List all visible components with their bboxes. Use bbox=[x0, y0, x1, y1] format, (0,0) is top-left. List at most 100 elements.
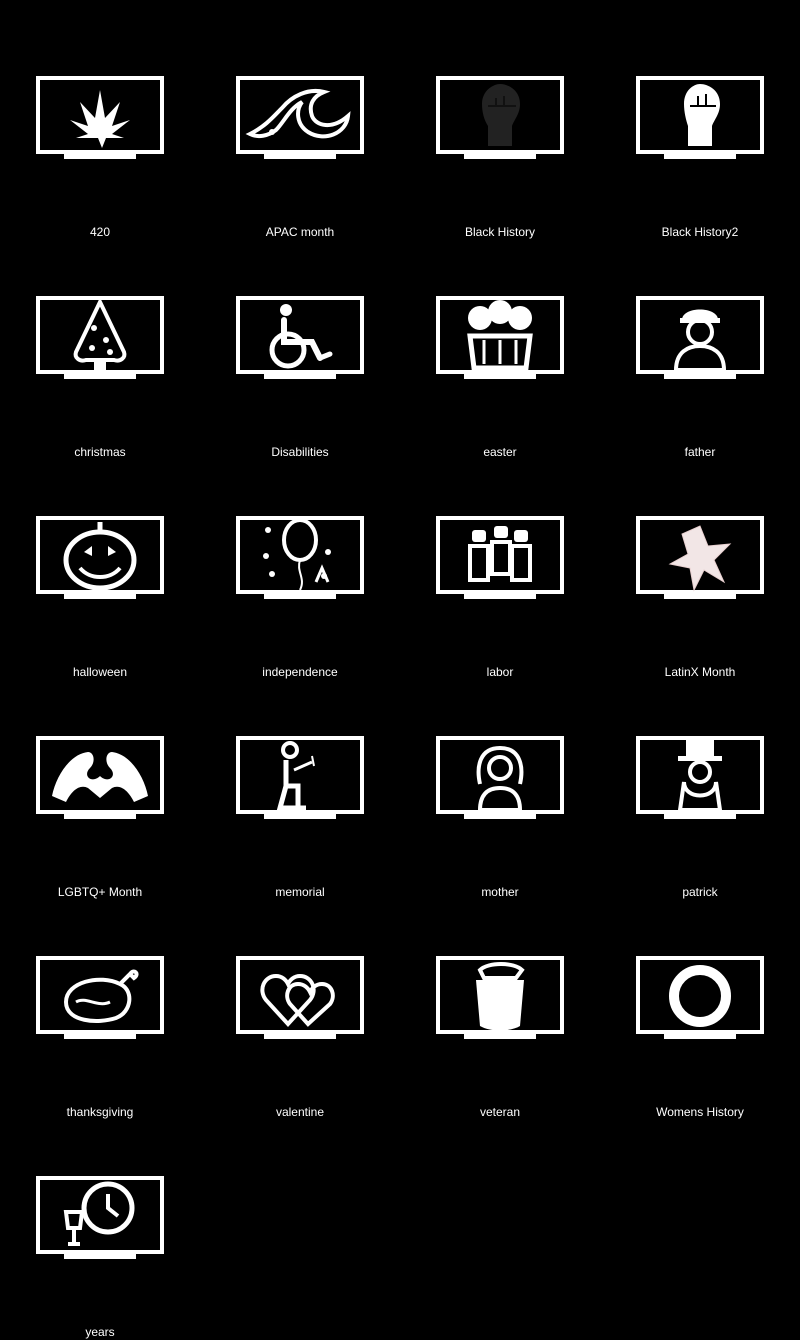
monitor-stand bbox=[464, 1034, 536, 1039]
workers-icon bbox=[436, 516, 564, 599]
icon-label: easter bbox=[483, 445, 517, 459]
icon-label: veteran bbox=[479, 1105, 521, 1119]
icon-label: thanksgiving bbox=[66, 1105, 134, 1119]
icon-label: LGBTQ+ Month bbox=[57, 885, 143, 899]
monitor-stand bbox=[64, 374, 136, 379]
leprechaun-icon bbox=[636, 736, 764, 819]
two-hearts-icon bbox=[236, 956, 364, 1039]
icon-tile[interactable]: halloween bbox=[0, 440, 200, 679]
monitor-stand bbox=[464, 814, 536, 819]
star-figure-icon bbox=[636, 516, 764, 599]
monitor-stand bbox=[64, 594, 136, 599]
raised-fist-icon bbox=[636, 76, 764, 159]
kneeling-soldier-icon bbox=[236, 736, 364, 819]
icon-tile[interactable]: APAC month bbox=[200, 0, 400, 239]
monitor-frame bbox=[236, 736, 364, 814]
icon-label: patrick bbox=[682, 885, 718, 899]
monitor-stand bbox=[264, 594, 336, 599]
monitor-frame bbox=[436, 76, 564, 154]
monitor-frame bbox=[636, 296, 764, 374]
icon-label: labor bbox=[486, 665, 514, 679]
man-with-cap-icon bbox=[636, 296, 764, 379]
icon-label: father bbox=[684, 445, 716, 459]
monitor-stand bbox=[264, 374, 336, 379]
monitor-frame bbox=[436, 296, 564, 374]
monitor-frame bbox=[636, 516, 764, 594]
wave-icon bbox=[236, 76, 364, 159]
icon-tile[interactable]: father bbox=[600, 220, 800, 459]
military-beret-icon bbox=[436, 956, 564, 1039]
monitor-stand bbox=[464, 154, 536, 159]
monitor-frame bbox=[636, 956, 764, 1034]
icon-label: Womens History bbox=[656, 1105, 744, 1119]
monitor-stand bbox=[264, 1034, 336, 1039]
icon-tile[interactable]: patrick bbox=[600, 660, 800, 899]
monitor-frame bbox=[236, 76, 364, 154]
monitor-frame bbox=[436, 516, 564, 594]
monitor-stand bbox=[64, 1034, 136, 1039]
monitor-frame bbox=[36, 736, 164, 814]
icon-label: Black History2 bbox=[661, 225, 739, 239]
roast-turkey-icon bbox=[36, 956, 164, 1039]
heart-hands-icon bbox=[36, 736, 164, 819]
jack-o-lantern-icon bbox=[36, 516, 164, 599]
icon-tile[interactable]: labor bbox=[400, 440, 600, 679]
icon-label: Black History bbox=[464, 225, 535, 239]
monitor-stand bbox=[64, 1254, 136, 1259]
monitor-stand bbox=[64, 814, 136, 819]
icon-tile[interactable]: christmas bbox=[0, 220, 200, 459]
monitor-stand bbox=[664, 814, 736, 819]
monitor-frame bbox=[36, 1176, 164, 1254]
icon-label: christmas bbox=[74, 445, 126, 459]
monitor-frame bbox=[236, 956, 364, 1034]
icon-tile[interactable]: veteran bbox=[400, 880, 600, 1119]
monitor-stand bbox=[464, 594, 536, 599]
monitor-frame bbox=[36, 516, 164, 594]
icon-label: independence bbox=[262, 665, 338, 679]
icon-label: mother bbox=[481, 885, 519, 899]
icon-tile[interactable]: Disabilities bbox=[200, 220, 400, 459]
raised-fist-dark-icon bbox=[436, 76, 564, 159]
easter-basket-icon bbox=[436, 296, 564, 379]
icon-label: valentine bbox=[275, 1105, 325, 1119]
monitor-stand bbox=[264, 814, 336, 819]
fireworks-balloon-icon bbox=[236, 516, 364, 599]
icon-label: 420 bbox=[89, 225, 111, 239]
clock-and-glass-icon bbox=[36, 1176, 164, 1259]
icon-label: halloween bbox=[72, 665, 128, 679]
icon-label: Disabilities bbox=[271, 445, 329, 459]
icon-tile[interactable]: thanksgiving bbox=[0, 880, 200, 1119]
monitor-stand bbox=[664, 154, 736, 159]
monitor-frame bbox=[36, 956, 164, 1034]
monitor-stand bbox=[64, 154, 136, 159]
icon-label: APAC month bbox=[265, 225, 335, 239]
icon-tile[interactable]: years bbox=[0, 1100, 200, 1339]
icon-label: years bbox=[85, 1325, 115, 1339]
icon-tile[interactable]: Black History bbox=[400, 0, 600, 239]
wheelchair-icon bbox=[236, 296, 364, 379]
icon-tile[interactable]: Black History2 bbox=[600, 0, 800, 239]
icon-tile[interactable]: memorial bbox=[200, 660, 400, 899]
icon-label: memorial bbox=[275, 885, 325, 899]
icon-tile[interactable]: LGBTQ+ Month bbox=[0, 660, 200, 899]
monitor-frame bbox=[36, 76, 164, 154]
monitor-stand bbox=[664, 1034, 736, 1039]
icon-tile[interactable]: mother bbox=[400, 660, 600, 899]
cannabis-leaf-icon bbox=[36, 76, 164, 159]
monitor-frame bbox=[236, 516, 364, 594]
icon-tile[interactable]: LatinX Month bbox=[600, 440, 800, 679]
icon-tile[interactable]: independence bbox=[200, 440, 400, 679]
monitor-stand bbox=[664, 374, 736, 379]
icon-tile[interactable]: easter bbox=[400, 220, 600, 459]
icon-tile[interactable]: 420 bbox=[0, 0, 200, 239]
monitor-frame bbox=[636, 76, 764, 154]
christmas-tree-icon bbox=[36, 296, 164, 379]
venus-ring-icon bbox=[636, 956, 764, 1039]
monitor-stand bbox=[464, 374, 536, 379]
icon-tile[interactable]: valentine bbox=[200, 880, 400, 1119]
icon-label: LatinX Month bbox=[664, 665, 736, 679]
monitor-stand bbox=[664, 594, 736, 599]
icon-tile[interactable]: Womens History bbox=[600, 880, 800, 1119]
monitor-frame bbox=[236, 296, 364, 374]
woman-icon bbox=[436, 736, 564, 819]
